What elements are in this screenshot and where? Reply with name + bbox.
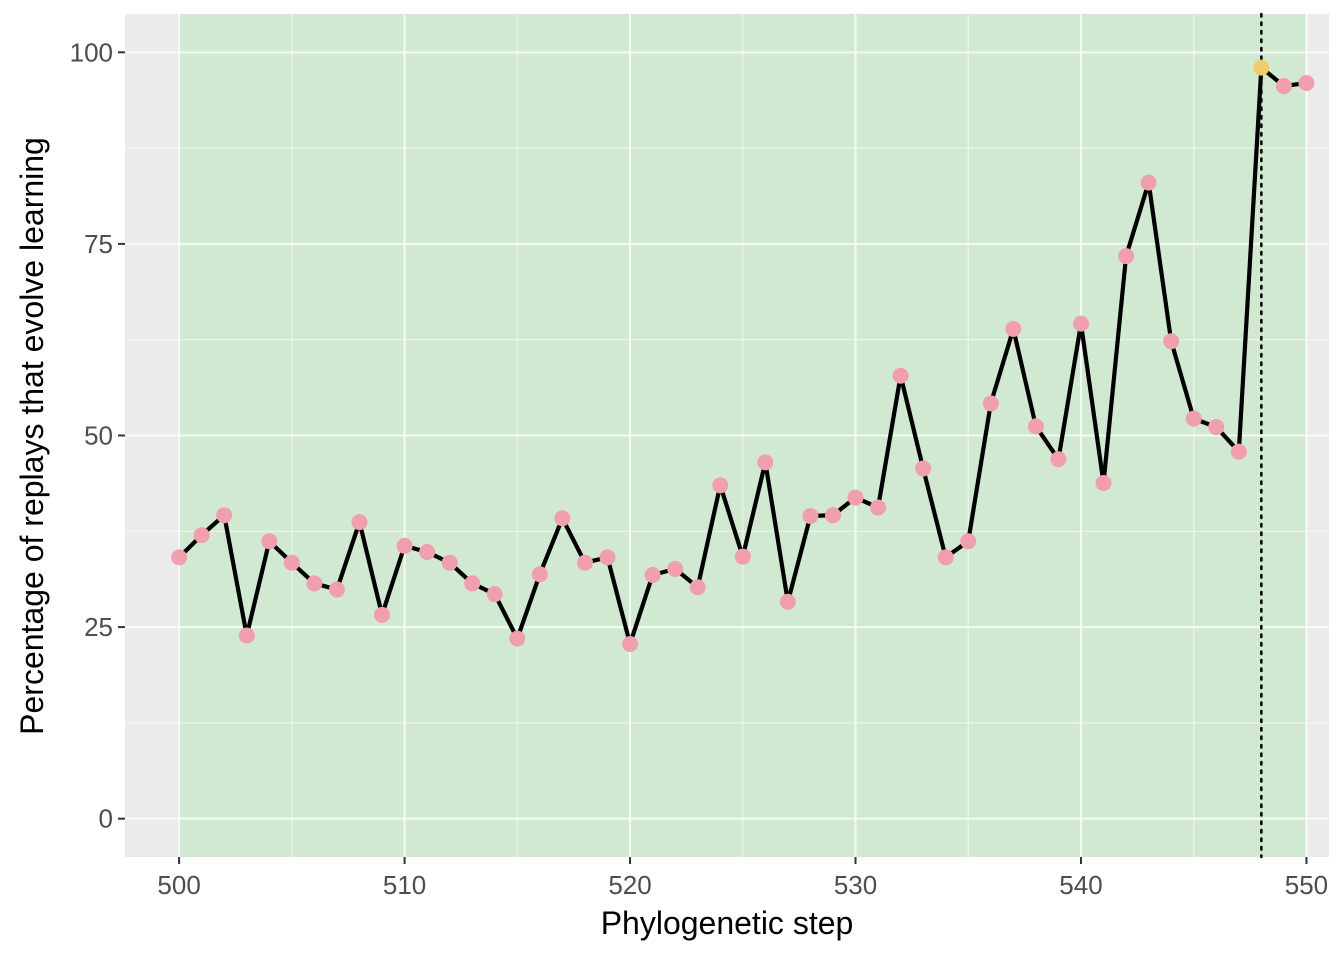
data-point [1072,315,1089,332]
data-point [374,606,391,623]
data-point [982,395,999,412]
data-point [1208,419,1225,436]
y-tick-label: 50 [84,421,113,451]
data-point [283,554,300,571]
data-point [937,549,954,566]
data-point [193,527,210,544]
x-tick-label: 540 [1059,870,1102,900]
data-point [1140,174,1157,191]
data-point [667,560,684,577]
data-point [306,575,323,592]
data-point [824,507,841,524]
x-axis-title: Phylogenetic step [601,905,854,941]
data-point [554,510,571,527]
y-tick-label: 100 [70,37,113,67]
data-point [847,489,864,506]
data-point [622,635,639,652]
data-point [757,454,774,471]
data-point [1118,248,1135,265]
data-point [509,630,526,647]
y-tick-label: 0 [99,804,113,834]
data-point [464,575,481,592]
data-point [870,499,887,516]
data-point [576,554,593,571]
data-point [171,549,188,566]
data-point [1163,333,1180,350]
highlight-data-point [1253,59,1270,76]
data-point [328,581,345,598]
y-tick-label: 75 [84,229,113,259]
data-point [351,514,368,531]
data-point [599,549,616,566]
data-point [779,593,796,610]
x-tick-label: 500 [157,870,200,900]
data-point [486,586,503,603]
data-point [261,533,278,550]
data-point [915,460,932,477]
data-point [802,507,819,524]
x-tick-label: 520 [608,870,651,900]
data-point [1275,78,1292,95]
data-point [1298,74,1315,91]
x-tick-label: 550 [1285,870,1328,900]
data-point [238,627,255,644]
data-point [689,579,706,596]
data-point [419,543,436,560]
data-point [1230,443,1247,460]
data-point [441,554,458,571]
data-point [1050,451,1067,468]
y-axis-title: Percentage of replays that evolve learni… [14,137,50,735]
data-point [1185,410,1202,427]
data-point [1095,475,1112,492]
data-point [960,533,977,550]
data-point [396,537,413,554]
data-point [531,566,548,583]
data-point [892,367,909,384]
data-point [216,507,233,524]
x-tick-label: 530 [834,870,877,900]
data-point [734,548,751,565]
data-point [1027,418,1044,435]
data-point [712,477,729,494]
x-tick-label: 510 [383,870,426,900]
data-point [1005,320,1022,337]
data-point [644,566,661,583]
y-tick-label: 25 [84,612,113,642]
